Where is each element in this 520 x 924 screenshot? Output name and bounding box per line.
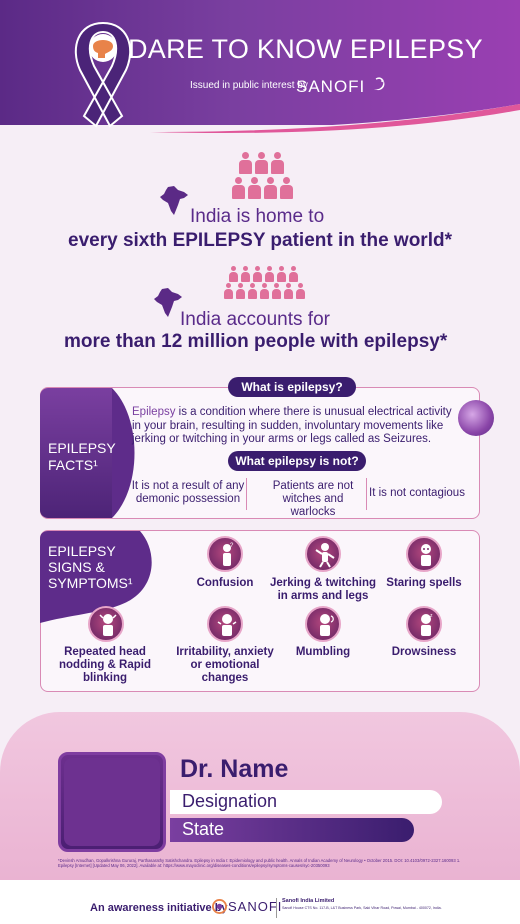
not-item-1: It is not a result of any demonic posses… bbox=[131, 480, 245, 505]
divider bbox=[246, 478, 247, 510]
page-title: DARE TO KNOW EPILEPSY bbox=[128, 34, 483, 64]
sanofi-logo-icon bbox=[374, 77, 385, 91]
facts-tab bbox=[40, 388, 112, 518]
confusion-icon: ? bbox=[207, 536, 243, 572]
header-wave bbox=[0, 104, 520, 138]
references: *Devinsh Amudhan, Gopalkrishna Gururaj, … bbox=[58, 858, 461, 868]
drowsiness-icon: z bbox=[406, 606, 442, 642]
mumbling-icon bbox=[305, 606, 341, 642]
what-epilepsy-is-not-heading: What epilepsy is not? bbox=[228, 451, 366, 471]
irritability-icon bbox=[207, 606, 243, 642]
head-nodding-label: Repeated head nodding & Rapid blinking bbox=[59, 646, 151, 684]
people-group-icon-large bbox=[224, 266, 305, 299]
doctor-photo-placeholder bbox=[64, 758, 160, 846]
people-group-icon-small bbox=[232, 152, 293, 199]
what-is-epilepsy-heading: What is epilepsy? bbox=[228, 377, 356, 397]
stat-2-line-2: more than 12 million people with epileps… bbox=[64, 331, 448, 352]
awareness-initiative-text: An awareness initiative by bbox=[90, 902, 228, 914]
company-address: Sanofi House CTS No. 117-B, L&T Business… bbox=[282, 906, 442, 910]
issued-by-text: Issued in public interest by bbox=[190, 80, 308, 91]
irritability-label: Irritability, anxiety or emotional chang… bbox=[176, 646, 274, 684]
sanofi-logo-icon bbox=[212, 899, 227, 914]
stat-1-line-1: India is home to bbox=[190, 206, 325, 227]
doctor-state: State bbox=[182, 819, 225, 839]
signs-tab bbox=[40, 531, 152, 623]
company-name: Sanofi India Limited bbox=[282, 898, 335, 904]
brain-activity-icon bbox=[458, 400, 494, 436]
staring-icon bbox=[406, 536, 442, 572]
footer bbox=[0, 880, 520, 924]
india-map-icon bbox=[160, 186, 188, 215]
footer-divider bbox=[276, 898, 277, 918]
svg-text:?: ? bbox=[230, 543, 234, 549]
stat-1-line-2: every sixth EPILEPSY patient in the worl… bbox=[68, 230, 452, 251]
state-bar bbox=[170, 818, 414, 842]
jerking-label: Jerking & twitching in arms and legs bbox=[269, 577, 377, 602]
facts-tab-label: EPILEPSY FACTS¹ bbox=[48, 440, 116, 473]
divider bbox=[366, 478, 367, 510]
not-item-2: Patients are not witches and warlocks bbox=[272, 480, 354, 518]
drowsiness-label: Drowsiness bbox=[391, 646, 457, 658]
designation-bar bbox=[170, 790, 442, 814]
stat-2-line-1: India accounts for bbox=[180, 309, 330, 330]
doctor-designation: Designation bbox=[182, 791, 278, 811]
not-item-3: It is not contagious bbox=[369, 487, 465, 499]
doctor-name: Dr. Name bbox=[180, 755, 289, 783]
signs-tab-label: EPILEPSY SIGNS & SYMPTOMS¹ bbox=[48, 543, 133, 591]
sanofi-logo-text: SANOFI bbox=[296, 77, 366, 96]
india-map-icon bbox=[154, 288, 182, 317]
svg-text:z: z bbox=[430, 613, 433, 619]
sanofi-footer-logo-text: SANOFI bbox=[228, 899, 283, 914]
mumbling-label: Mumbling bbox=[295, 646, 351, 658]
confusion-label: Confusion bbox=[196, 577, 254, 589]
what-is-epilepsy-text: Epilepsy is a condition where there is u… bbox=[132, 406, 452, 445]
jerking-icon bbox=[305, 536, 341, 572]
facts-tab-curve bbox=[112, 388, 135, 518]
head-nodding-icon bbox=[88, 606, 124, 642]
awareness-ribbon-icon bbox=[74, 21, 132, 128]
staring-label: Staring spells bbox=[386, 577, 462, 589]
